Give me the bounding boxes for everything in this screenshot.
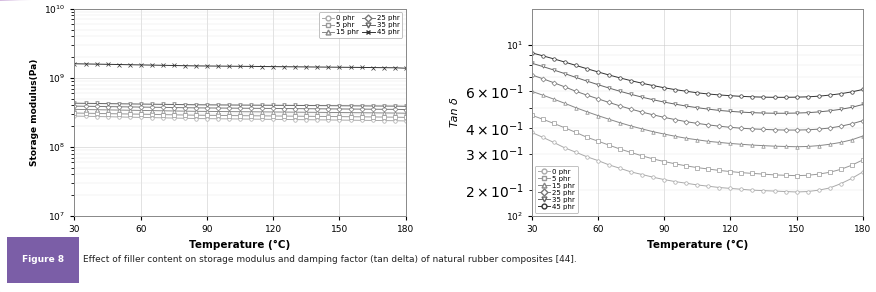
FancyBboxPatch shape bbox=[4, 234, 82, 286]
X-axis label: Temperature (°C): Temperature (°C) bbox=[646, 240, 748, 250]
Text: Effect of filler content on storage modulus and damping factor (tan delta) of na: Effect of filler content on storage modu… bbox=[83, 256, 577, 264]
Y-axis label: Storage modulus(Pa): Storage modulus(Pa) bbox=[30, 59, 39, 166]
Legend: 0 phr, 5 phr, 15 phr, 25 phr, 35 phr, 45 phr: 0 phr, 5 phr, 15 phr, 25 phr, 35 phr, 45… bbox=[535, 166, 578, 213]
Legend: 0 phr, 5 phr, 15 phr, 25 phr, 35 phr, 45 phr: 0 phr, 5 phr, 15 phr, 25 phr, 35 phr, 45… bbox=[319, 12, 402, 38]
Y-axis label: Tan δ: Tan δ bbox=[449, 98, 460, 127]
Text: Figure 8: Figure 8 bbox=[22, 256, 64, 264]
X-axis label: Temperature (°C): Temperature (°C) bbox=[189, 240, 291, 250]
